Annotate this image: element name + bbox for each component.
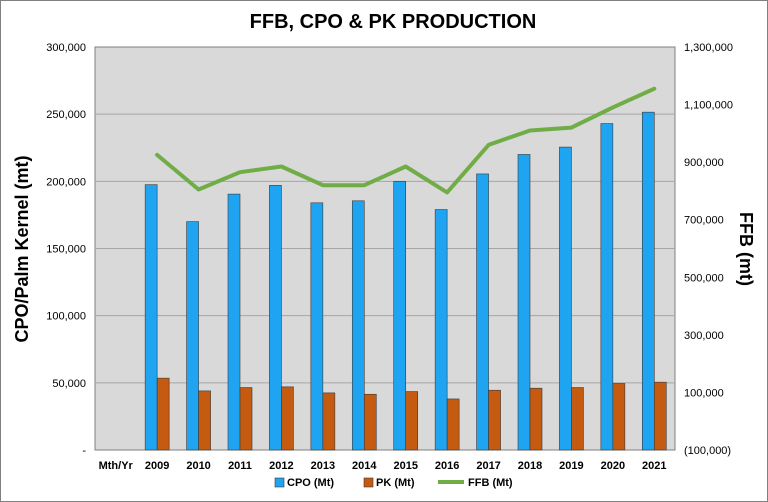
cpo-bar bbox=[310, 202, 324, 451]
pk-bar bbox=[405, 391, 419, 451]
y2-tick-label: 1,300,000 bbox=[684, 42, 733, 54]
x-tick-label: 2020 bbox=[601, 460, 625, 472]
x-tick-label: 2014 bbox=[352, 460, 377, 472]
x-tick-label: 2009 bbox=[145, 460, 169, 472]
pk-bar bbox=[612, 383, 626, 451]
cpo-bar bbox=[269, 185, 282, 451]
legend: CPO (Mt) PK (Mt) FFB (Mt) bbox=[274, 477, 513, 489]
y2-tick-label: (100,000) bbox=[684, 445, 731, 457]
cpo-bar bbox=[227, 193, 241, 451]
pk-bar bbox=[281, 386, 294, 451]
chart-title: FFB, CPO & PK PRODUCTION bbox=[250, 11, 537, 33]
cpo-bar bbox=[144, 184, 158, 451]
cpo-bar bbox=[476, 173, 489, 451]
cpo-bar bbox=[517, 154, 531, 451]
x-tick-label: 2012 bbox=[269, 460, 293, 472]
legend-label: PK (Mt) bbox=[376, 477, 415, 489]
category-axis: Mth/Yr 2009 2010 2011 2012 2013 2014 2015 2016 20… bbox=[99, 460, 667, 472]
y-tick-label: 150,000 bbox=[46, 244, 86, 256]
x-tick-label: 2013 bbox=[311, 460, 335, 472]
x-tick-label: 2010 bbox=[186, 460, 210, 472]
pk-bar bbox=[571, 387, 584, 451]
y2-tick-label: 100,000 bbox=[684, 387, 724, 399]
pk-bar bbox=[363, 393, 377, 451]
pk-bar bbox=[198, 390, 211, 451]
y2-axis-title: FFB (mt) bbox=[736, 212, 756, 286]
legend-swatch bbox=[363, 477, 374, 488]
cpo-bar bbox=[641, 111, 655, 451]
legend-label: FFB (Mt) bbox=[468, 477, 513, 489]
y-tick-label: 50,000 bbox=[52, 378, 86, 390]
y-axis-title: CPO/Palm Kernel (mt) bbox=[12, 155, 32, 342]
pk-bar bbox=[446, 398, 460, 451]
x-tick-label: 2015 bbox=[393, 460, 417, 472]
pk-bar bbox=[529, 387, 543, 451]
cpo-bar bbox=[393, 181, 407, 451]
pk-bar bbox=[239, 387, 253, 451]
y2-tick-label: 700,000 bbox=[684, 215, 724, 227]
cpo-bar bbox=[351, 200, 365, 451]
cpo-bar bbox=[559, 146, 572, 451]
y2-tick-label: 1,100,000 bbox=[684, 100, 733, 112]
ffb-line bbox=[155, 86, 657, 195]
cpo-bar bbox=[600, 123, 614, 451]
pk-bar bbox=[653, 381, 667, 451]
bars-group bbox=[144, 111, 667, 451]
y2-tick-label: 900,000 bbox=[684, 157, 724, 169]
x-axis-title-label: Mth/Yr bbox=[99, 460, 134, 472]
pk-bar bbox=[322, 392, 336, 451]
x-tick-label: 2019 bbox=[559, 460, 583, 472]
y-tick-label: 300,000 bbox=[46, 42, 86, 54]
y2-tick-label: 300,000 bbox=[684, 330, 724, 342]
y-tick-label: 250,000 bbox=[46, 109, 86, 121]
x-tick-label: 2021 bbox=[642, 460, 666, 472]
y-tick-label: 100,000 bbox=[46, 311, 86, 323]
cpo-bar bbox=[186, 221, 199, 451]
x-tick-label: 2011 bbox=[228, 460, 252, 472]
legend-label: CPO (Mt) bbox=[287, 477, 334, 489]
left-axis: - 50,000 100,000 150,000 200,000 250,000 300,0… bbox=[46, 42, 86, 457]
right-axis: (100,000) 100,000 300,000 500,000 700,000 900… bbox=[684, 42, 733, 457]
pk-bar bbox=[488, 389, 501, 451]
y-tick-label: - bbox=[82, 445, 86, 457]
x-tick-label: 2018 bbox=[518, 460, 542, 472]
cpo-bar bbox=[434, 209, 448, 451]
x-tick-label: 2016 bbox=[435, 460, 459, 472]
x-tick-label: 2017 bbox=[476, 460, 500, 472]
y-tick-label: 200,000 bbox=[46, 176, 86, 188]
line-group bbox=[155, 86, 657, 195]
pk-bar bbox=[156, 377, 170, 451]
y2-tick-label: 500,000 bbox=[684, 272, 724, 284]
legend-swatch bbox=[274, 477, 285, 488]
